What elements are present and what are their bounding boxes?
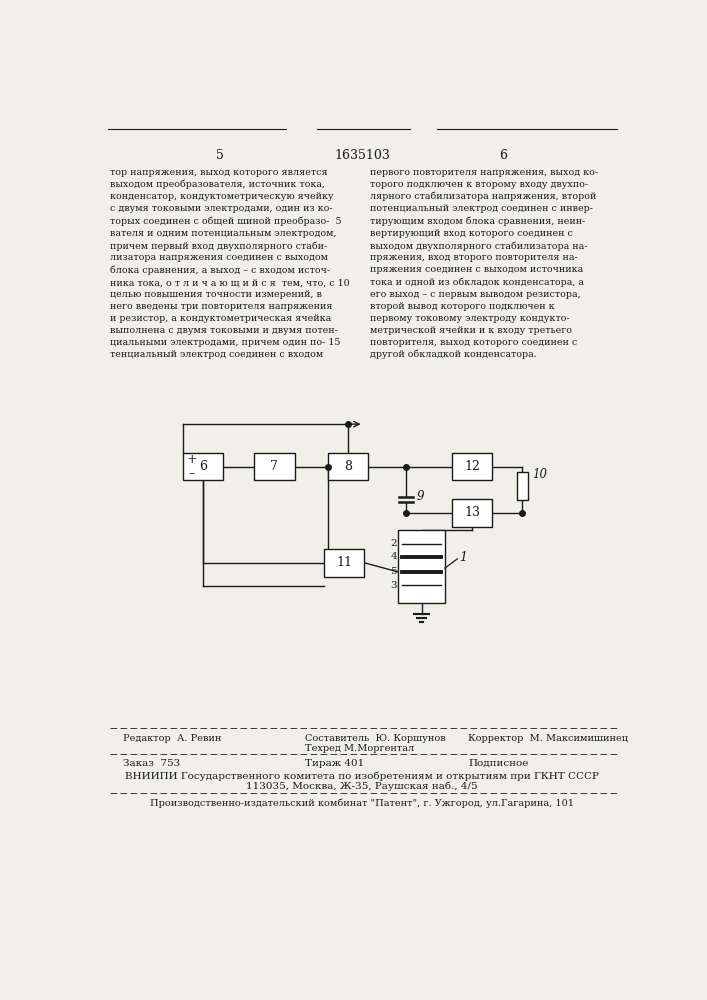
Text: 10: 10 (532, 468, 547, 481)
Text: 11: 11 (336, 556, 352, 569)
Bar (452, 499, 492, 527)
Text: 1635103: 1635103 (334, 149, 390, 162)
Text: 7: 7 (271, 460, 279, 473)
Text: тор напряжения, выход которого является
выходом преобразователя, источник тока,
: тор напряжения, выход которого является … (110, 168, 350, 359)
Text: 2: 2 (390, 539, 397, 548)
Text: 5: 5 (390, 567, 397, 576)
Text: 6: 6 (499, 149, 507, 162)
Text: Производственно-издательский комбинат "Патент", г. Ужгород, ул.Гагарина, 101: Производственно-издательский комбинат "П… (150, 798, 574, 808)
Text: Заказ  753: Заказ 753 (123, 759, 180, 768)
Bar (452, 453, 492, 480)
Text: 6: 6 (199, 460, 207, 473)
Text: 1: 1 (459, 551, 467, 564)
Bar (328, 453, 368, 480)
Text: 13: 13 (464, 506, 480, 519)
Text: Тираж 401: Тираж 401 (305, 759, 365, 768)
Text: Составитель  Ю. Коршунов: Составитель Ю. Коршунов (305, 734, 446, 743)
Text: 8: 8 (344, 460, 352, 473)
Text: ВНИИПИ Государственного комитета по изобретениям и открытиям при ГКНТ СССР: ВНИИПИ Государственного комитета по изоб… (125, 771, 599, 781)
Text: 4: 4 (390, 552, 397, 561)
Text: первого повторителя напряжения, выход ко-
торого подключен к второму входу двухп: первого повторителя напряжения, выход ко… (370, 168, 598, 359)
Text: 113035, Москва, Ж-35, Раушская наб., 4/5: 113035, Москва, Ж-35, Раушская наб., 4/5 (246, 781, 478, 791)
Text: Корректор  М. Максимишинец: Корректор М. Максимишинец (468, 734, 628, 743)
Text: +: + (186, 453, 197, 466)
Text: 3: 3 (390, 581, 397, 590)
Text: Подписное: Подписное (468, 759, 529, 768)
Bar (255, 453, 295, 480)
Bar (517, 472, 528, 500)
Text: 5: 5 (216, 149, 224, 162)
Text: 9: 9 (417, 490, 424, 503)
Text: Редактор  А. Ревин: Редактор А. Ревин (123, 734, 221, 743)
Bar (324, 549, 364, 577)
Text: –: – (188, 467, 194, 480)
Text: Техред М.Моргентал: Техред М.Моргентал (305, 744, 414, 753)
Bar (183, 453, 223, 480)
Bar (398, 530, 445, 603)
Text: 12: 12 (464, 460, 480, 473)
